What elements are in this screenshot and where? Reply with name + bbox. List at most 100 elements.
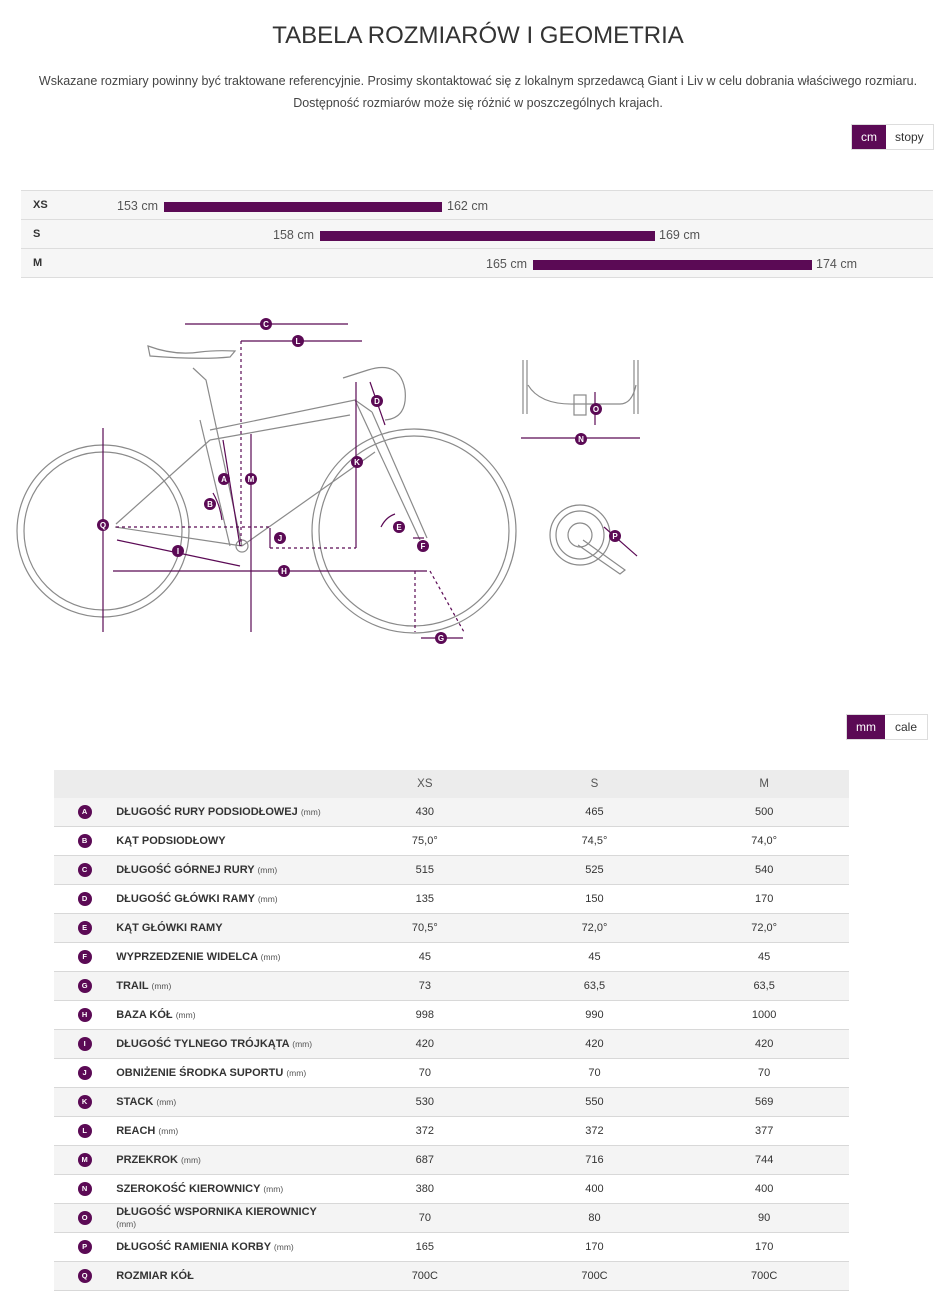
svg-text:F: F [421, 542, 426, 551]
table-row: A DŁUGOŚĆ RURY PODSIODŁOWEJ (mm) 430 465 500 [54, 798, 849, 827]
dimension-value: 72,0° [509, 913, 680, 943]
size-row-m: M 165 cm 174 cm [21, 249, 933, 278]
intro-line-2: Dostępność rozmiarów może się różnić w p… [293, 96, 663, 110]
dimension-value: 1000 [679, 1000, 849, 1030]
size-row-s: S 158 cm 169 cm [21, 220, 933, 249]
dimension-value: 372 [509, 1116, 680, 1146]
table-row: H BAZA KÓŁ (mm) 998 990 1000 [54, 1000, 849, 1030]
dimension-value: 73 [340, 971, 510, 1001]
dimension-value: 525 [509, 855, 680, 885]
svg-text:J: J [278, 534, 282, 543]
diagram-badge-q: Q [97, 519, 109, 531]
column-header: XS [340, 770, 510, 798]
dimension-badge: I [77, 1037, 92, 1051]
dimension-value: 70 [509, 1058, 680, 1088]
dimension-badge: F [77, 950, 92, 964]
column-header: S [509, 770, 680, 798]
dimension-value: 400 [509, 1174, 680, 1204]
dimension-badge: H [77, 1008, 92, 1022]
diagram-badge-g: G [435, 632, 447, 644]
dimension-value: 74,0° [679, 826, 849, 856]
unit-mm-button[interactable]: mm [847, 715, 885, 739]
svg-text:K: K [354, 458, 360, 467]
dimension-name: SZEROKOŚĆ KIEROWNICY [116, 1183, 261, 1195]
dimension-badge: D [77, 892, 92, 906]
dimension-value: 70 [340, 1203, 510, 1233]
table-row: P DŁUGOŚĆ RAMIENIA KORBY (mm) 165 170 170 [54, 1232, 849, 1262]
geometry-diagram: C L D A M K B Q E J F I H G O N P [16, 318, 640, 644]
dimension-badge: O [77, 1211, 92, 1225]
dimension-value: 45 [679, 942, 849, 972]
dimension-unit: (mm) [181, 1155, 201, 1165]
dimension-name: TRAIL [116, 980, 149, 992]
dimension-value: 45 [340, 942, 510, 972]
svg-text:Q: Q [100, 521, 106, 530]
dimension-unit: (mm) [257, 894, 278, 904]
dimension-badge: P [77, 1240, 92, 1254]
page-title: TABELA ROZMIARÓW I GEOMETRIA [272, 22, 684, 49]
dimension-badge: C [77, 863, 92, 877]
table-row: K STACK (mm) 530 550 569 [54, 1087, 849, 1117]
dimension-value: 170 [679, 1232, 849, 1262]
dimension-unit: (mm) [300, 807, 321, 817]
svg-text:I: I [177, 547, 179, 556]
dimension-value: 700C [340, 1261, 510, 1291]
dimension-badge: A [77, 805, 92, 819]
unit-cm-button[interactable]: cm [852, 125, 886, 149]
dimension-value: 700C [509, 1261, 680, 1291]
dimension-unit: (mm) [260, 952, 281, 962]
geometry-table: XS S M A DŁUGOŚĆ RURY PODSIODŁOWEJ (mm) 43… [54, 770, 849, 1291]
unit-inch-button[interactable]: cale [885, 715, 928, 739]
diagram-badge-k: K [351, 456, 363, 468]
geometry-unit-toggle: mm cale [846, 714, 929, 740]
diagram-badge-e: E [393, 521, 405, 533]
dimension-name: BAZA KÓŁ [116, 1009, 173, 1021]
height-unit-toggle: cm stopy [851, 124, 934, 150]
dimension-value: 372 [340, 1116, 510, 1146]
size-label: M [33, 257, 43, 269]
dimension-value: 515 [340, 855, 510, 885]
diagram-badge-c: C [260, 318, 272, 330]
dimension-name: ROZMIAR KÓŁ [116, 1270, 194, 1282]
unit-feet-button[interactable]: stopy [886, 125, 933, 149]
table-row: M PRZEKROK (mm) 687 716 744 [54, 1145, 849, 1175]
diagram-badge-h: H [278, 565, 290, 577]
dimension-value: 45 [509, 942, 680, 972]
dimension-name: DŁUGOŚĆ GŁÓWKI RAMY [116, 893, 255, 905]
dimension-value: 75,0° [340, 826, 510, 856]
dimension-badge: J [77, 1066, 92, 1080]
table-header: XS S M [54, 770, 849, 798]
dimension-value: 380 [340, 1174, 510, 1204]
table-row: D DŁUGOŚĆ GŁÓWKI RAMY (mm) 135 150 170 [54, 884, 849, 914]
dimension-value: 550 [509, 1087, 680, 1117]
table-row: O DŁUGOŚĆ WSPORNIKA KIEROWNICY (mm) 70 80 90 [54, 1203, 849, 1233]
dimension-value: 150 [509, 884, 680, 914]
dimension-value: 744 [679, 1145, 849, 1175]
dimension-value: 70 [679, 1058, 849, 1088]
dimension-name: WYPRZEDZENIE WIDELCA [116, 951, 258, 963]
dimension-value: 70 [340, 1058, 510, 1088]
dimension-badge: B [77, 834, 92, 848]
diagram-badge-d: D [371, 395, 383, 407]
size-label: S [33, 228, 41, 240]
size-range-list: XS 153 cm 162 cm S 158 cm 169 cm M 165 c… [21, 190, 933, 278]
dimension-value: 400 [679, 1174, 849, 1204]
handlebar-top-view [522, 360, 639, 416]
dimension-badge: L [77, 1124, 92, 1138]
dimension-lines [102, 323, 640, 639]
svg-text:B: B [207, 500, 213, 509]
dimension-badge: G [77, 979, 92, 993]
dimension-value: 716 [509, 1145, 680, 1175]
range-max: 174 cm [816, 257, 857, 271]
dimension-name: DŁUGOŚĆ GÓRNEJ RURY [116, 864, 255, 876]
dimension-value: 420 [509, 1029, 680, 1059]
dimension-unit: (mm) [292, 1039, 313, 1049]
range-min: 165 cm [486, 257, 527, 271]
dimension-value: 63,5 [679, 971, 849, 1001]
range-min: 153 cm [117, 199, 158, 213]
dimension-name: KĄT PODSIODŁOWY [116, 835, 226, 847]
dimension-value: 540 [679, 855, 849, 885]
dimension-value: 377 [679, 1116, 849, 1146]
dimension-value: 72,0° [679, 913, 849, 943]
dimension-badge: K [77, 1095, 92, 1109]
